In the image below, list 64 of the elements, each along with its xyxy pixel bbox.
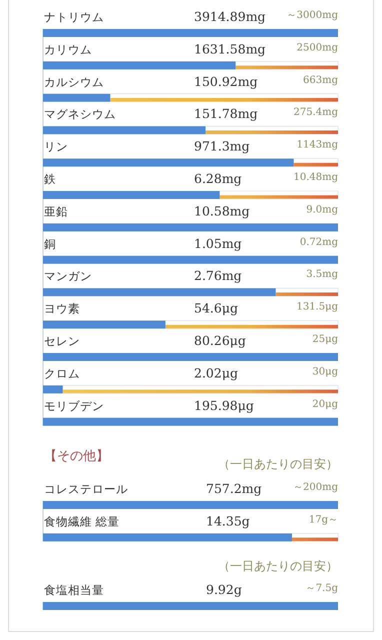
y-tick-label: 銅 — [44, 236, 56, 251]
y-tick-label: 鉄 — [44, 172, 56, 186]
y-tick-label: コレステロール — [44, 482, 128, 496]
annotation: 151.78mg — [194, 106, 258, 122]
bar — [43, 223, 338, 232]
annotation: 17g～ — [308, 514, 338, 526]
annotation: 25μg — [312, 334, 339, 345]
bar — [43, 29, 338, 37]
annotation: 80.26μg — [194, 333, 246, 348]
y-tick-label: モリブデン — [44, 398, 104, 413]
annotation: 2.76mg — [194, 268, 242, 284]
annotation: 3.5mg — [306, 269, 339, 280]
annotation: 54.6μg — [194, 300, 238, 316]
bar — [43, 418, 338, 426]
annotation: 663mg — [303, 74, 339, 86]
y-tick-label: リン — [44, 140, 68, 154]
y-tick-label: マンガン — [44, 269, 92, 284]
annotation: 275.4mg — [293, 107, 339, 118]
annotation: ～7.5g — [306, 583, 339, 594]
annotation: 10.58mg — [194, 203, 250, 218]
y-tick-label: 食塩相当量 — [44, 583, 104, 597]
annotation: 0.72mg — [300, 236, 339, 248]
bar — [43, 158, 294, 167]
bar — [43, 126, 206, 134]
annotation: 1631.58mg — [194, 41, 266, 56]
annotation: 10.48mg — [293, 172, 339, 183]
annotation: 20μg — [312, 398, 339, 410]
text: 757.2mg — [206, 481, 262, 496]
y-tick-label: ナトリウム — [44, 10, 104, 24]
text: ～3000mg — [286, 10, 339, 21]
bar — [43, 191, 220, 199]
y-tick-label: カリウム — [44, 42, 92, 56]
annotation: 14.35g — [206, 513, 250, 528]
annotation: 971.3mg — [194, 138, 250, 154]
annotation: 30μg — [312, 366, 339, 378]
y-tick-label: クロム — [44, 366, 80, 380]
annotation: 2500mg — [296, 42, 339, 54]
y-tick-label: カルシウム — [44, 74, 104, 89]
text: 3914.89mg — [194, 9, 266, 24]
annotation: 131.5μg — [296, 302, 339, 313]
bar — [43, 288, 276, 296]
annotation: 6.28mg — [194, 171, 242, 186]
annotation: 9.0mg — [306, 204, 339, 216]
bar — [43, 61, 236, 70]
y-tick-label: マグネシウム — [44, 107, 116, 122]
text: ～200mg — [293, 482, 339, 493]
bar — [43, 320, 166, 329]
annotation: 195.98μg — [194, 398, 254, 413]
annotation: 9.92g — [206, 582, 242, 597]
chart-subtitle: （一日あたりの目安） — [218, 559, 338, 573]
chart-title: 【その他】 — [44, 449, 109, 464]
bar — [43, 256, 338, 264]
annotation: 1.05mg — [194, 236, 242, 251]
bar — [43, 353, 338, 361]
y-tick-label: セレン — [44, 334, 80, 348]
y-tick-label: ヨウ素 — [44, 302, 80, 316]
annotation: 2.02μg — [194, 365, 238, 380]
annotation: 1143mg — [296, 140, 339, 151]
bar — [43, 94, 110, 102]
chart-subtitle: （一日あたりの目安） — [218, 457, 338, 471]
y-tick-label: 亜鉛 — [44, 204, 68, 218]
y-tick-label: 食物繊維 総量 — [44, 514, 120, 528]
annotation: 150.92mg — [194, 74, 258, 89]
bar — [43, 385, 63, 394]
